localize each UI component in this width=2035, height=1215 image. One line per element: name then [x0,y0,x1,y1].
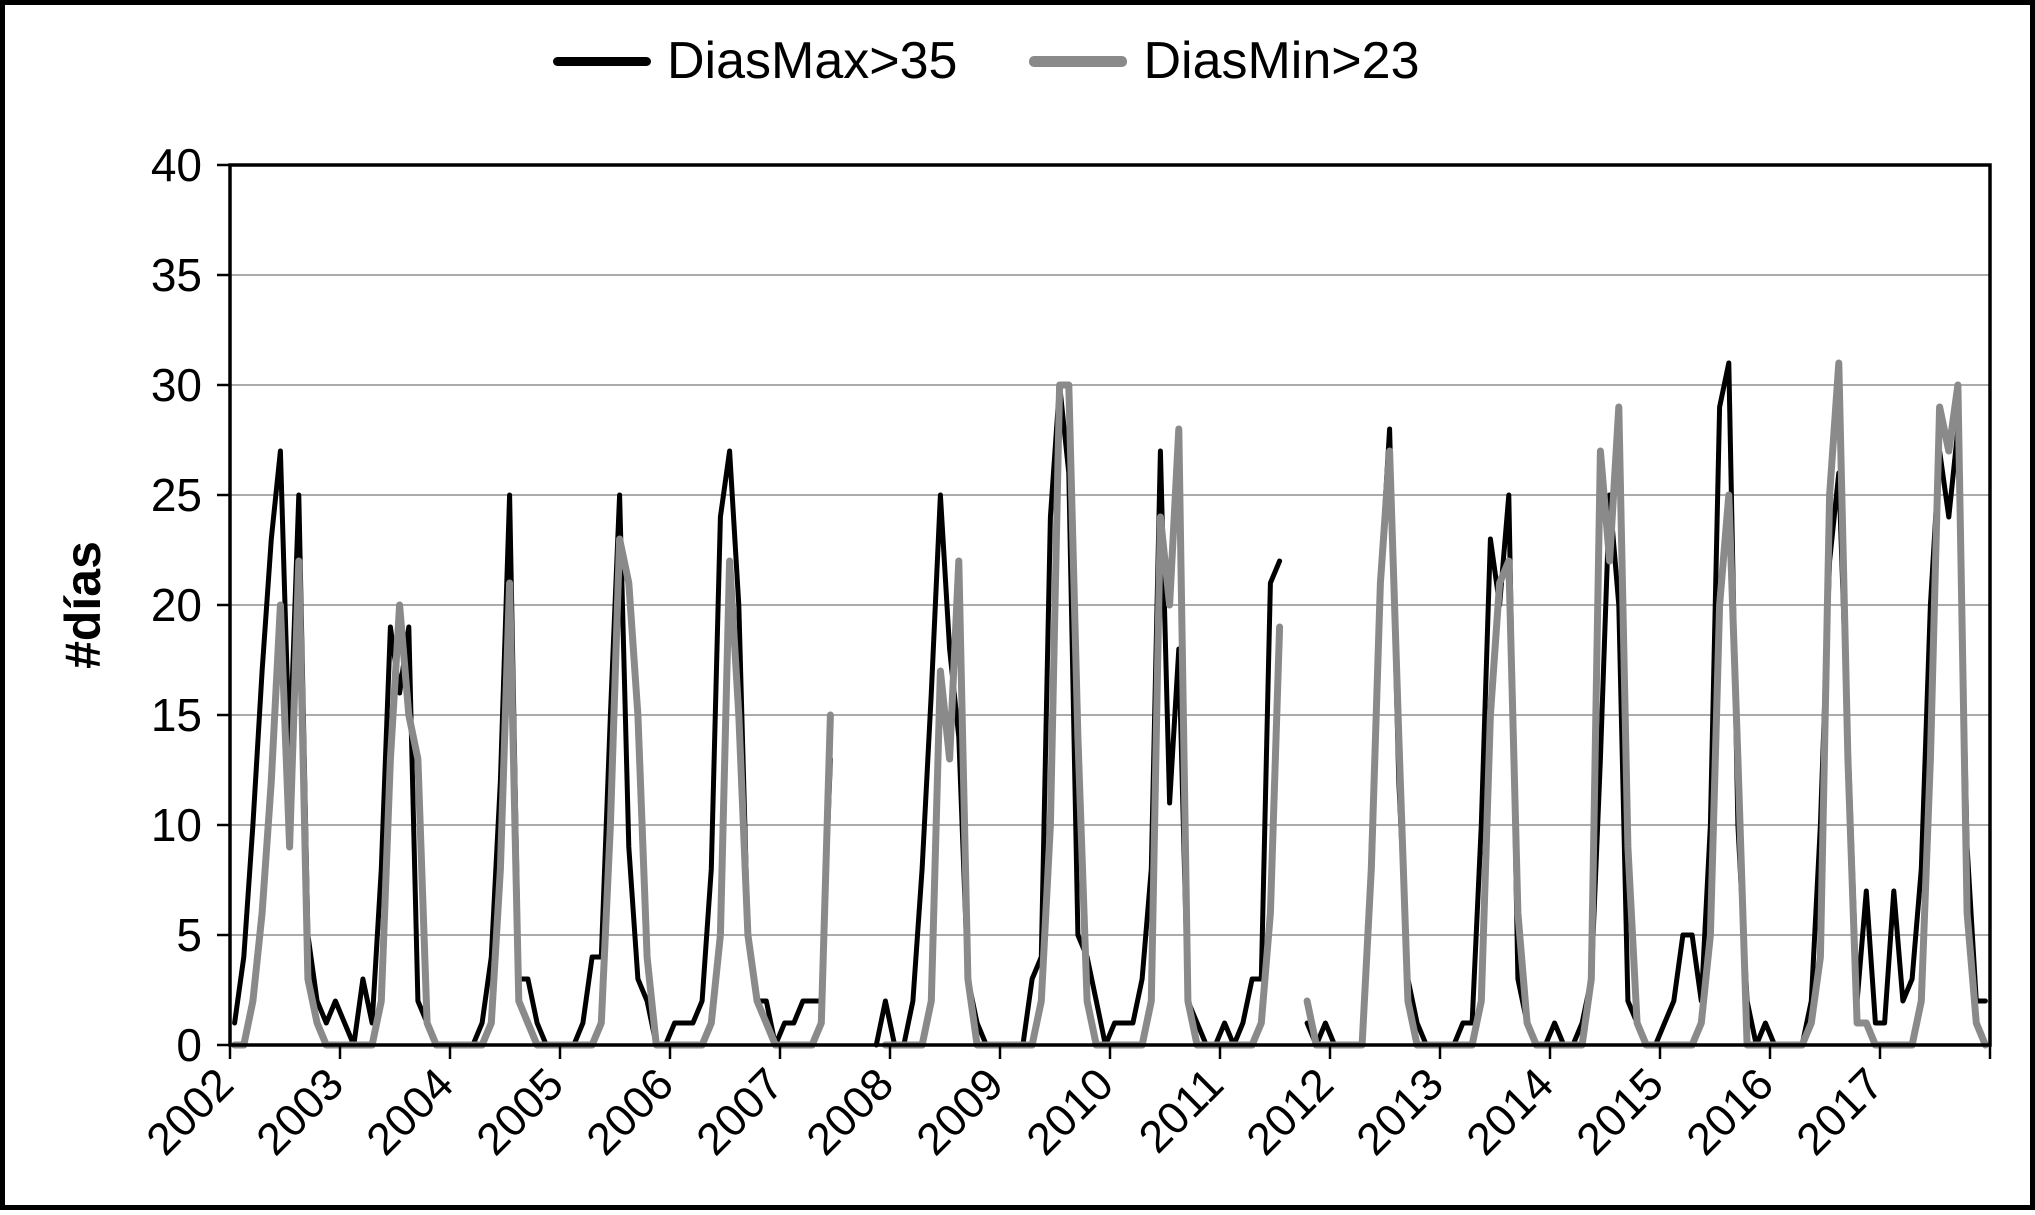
svg-text:2006: 2006 [576,1058,683,1165]
legend-label-diasmax: DiasMax>35 [667,32,958,90]
svg-text:2002: 2002 [136,1058,243,1165]
svg-text:2010: 2010 [1016,1058,1123,1165]
svg-text:0: 0 [176,1019,202,1071]
svg-text:2005: 2005 [466,1058,573,1165]
svg-text:2015: 2015 [1566,1058,1673,1165]
svg-text:5: 5 [176,909,202,961]
legend-line-swatch-gray-icon [1029,55,1128,67]
svg-text:30: 30 [151,359,202,411]
svg-text:2012: 2012 [1236,1058,1343,1165]
legend: DiasMax>35 DiasMin>23 [553,31,1420,91]
svg-text:2017: 2017 [1786,1058,1893,1165]
svg-text:25: 25 [151,469,202,521]
svg-text:2004: 2004 [356,1058,463,1165]
legend-line-swatch-black-icon [553,56,651,66]
svg-text:10: 10 [151,799,202,851]
line-chart: 0 5 10 15 20 25 30 35 40 2002 2003 2004 2005 2006 2007… [136,139,1992,1165]
legend-label-diasmin: DiasMin>23 [1143,32,1420,90]
svg-text:2011: 2011 [1129,1058,1233,1162]
svg-text:20: 20 [151,579,202,631]
svg-text:40: 40 [151,139,202,191]
svg-text:2016: 2016 [1676,1058,1783,1165]
svg-text:15: 15 [151,689,202,741]
svg-text:2009: 2009 [906,1058,1013,1165]
svg-text:2013: 2013 [1346,1058,1453,1165]
svg-text:2007: 2007 [686,1058,793,1165]
svg-text:2014: 2014 [1456,1058,1563,1165]
svg-text:2008: 2008 [796,1058,903,1165]
legend-item-diasmin: DiasMin>23 [1029,31,1420,91]
legend-item-diasmax: DiasMax>35 [553,31,957,91]
svg-text:35: 35 [151,249,202,301]
svg-text:2003: 2003 [246,1058,353,1165]
